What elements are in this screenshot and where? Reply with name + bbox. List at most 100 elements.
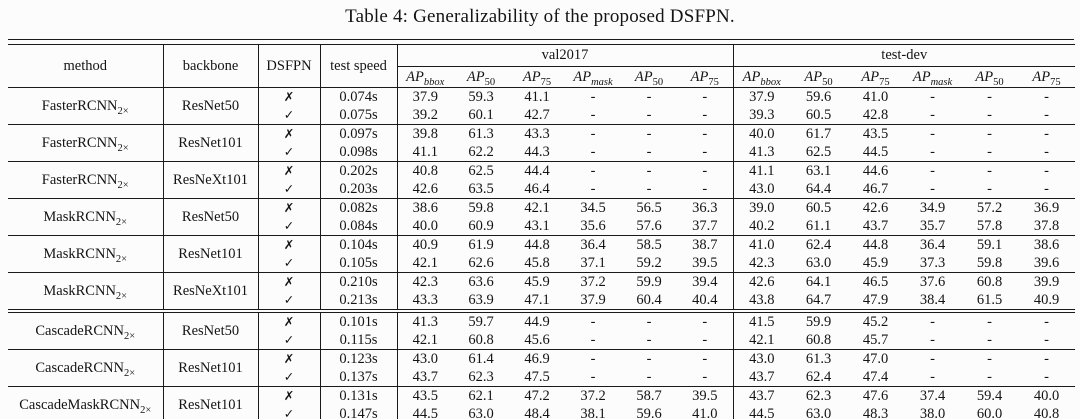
metric-subscript: 75 [540, 76, 552, 88]
metric-value-cell: 38.0 [919, 406, 946, 419]
metric-value-cell: 37.9 [733, 87, 790, 106]
metric-value-cell: - [904, 349, 961, 368]
metric-value-cell: 38.6 [1018, 235, 1075, 254]
metric-value-cell: 63.1 [790, 161, 847, 180]
metric-value-cell: - [987, 181, 992, 197]
metric-value-cell: 47.6 [847, 386, 904, 405]
metric-value-cell: 45.6 [524, 332, 550, 348]
metric-value-cell: - [904, 161, 961, 180]
test-speed-cell: 0.213s [320, 291, 398, 311]
backbone-cell: ResNet50 [163, 87, 259, 125]
metric-value-cell: 37.2 [565, 386, 621, 405]
metric-value-cell: 62.4 [790, 235, 847, 254]
metric-value-cell: 48.4 [524, 406, 550, 419]
metric-value-cell: 45.7 [862, 332, 889, 348]
metric-header: AP50 [621, 66, 677, 88]
test-speed-cell: 0.104s [320, 235, 398, 254]
metric-value-cell: 41.0 [847, 87, 904, 106]
metric-value-cell: 47.5 [524, 369, 550, 385]
dsfpn-cell: ✓ [258, 106, 321, 125]
metric-value-cell: 61.4 [453, 349, 509, 368]
metric-value-cell: - [565, 161, 621, 180]
metric-value-cell: 41.1 [733, 161, 790, 180]
metric-name: AP [861, 69, 880, 85]
metric-header: AP75 [1018, 66, 1075, 88]
backbone-column-header: backbone [163, 44, 259, 88]
test-speed-cell: 0.105s [320, 254, 398, 273]
metric-value-cell: - [646, 332, 652, 348]
metric-value-cell: 63.0 [805, 406, 832, 419]
test-speed-cell: 0.123s [320, 349, 398, 368]
metric-value-cell: 59.4 [961, 386, 1018, 405]
metric-value-cell: - [1018, 124, 1075, 143]
metric-value-cell: - [961, 124, 1018, 143]
metric-value-cell: 37.2 [565, 272, 621, 291]
cross-icon: ✗ [283, 163, 295, 178]
metric-value-cell: 60.9 [468, 218, 494, 234]
metric-value-cell: 61.5 [976, 292, 1003, 308]
method-cell: MaskRCNN2× [8, 198, 164, 236]
metric-name: AP [1032, 69, 1051, 85]
metric-value-cell: - [621, 309, 677, 331]
test-speed-cell: 0.115s [320, 331, 398, 350]
metric-value-cell: 47.2 [509, 386, 565, 405]
table-row: FasterRCNN2× ResNet101 ✗ 0.097s 39.8 61.3 43.3… [8, 124, 1075, 162]
metric-value-cell: 36.9 [1018, 198, 1075, 217]
method-cell: FasterRCNN2× [8, 124, 164, 162]
method-subscript: 2× [117, 179, 129, 191]
metric-value-cell: 43.7 [733, 386, 790, 405]
metric-value-cell: 44.3 [524, 144, 550, 160]
metric-value-cell: 39.5 [677, 254, 734, 273]
metric-value-cell: - [621, 87, 677, 106]
metric-value-cell: - [677, 331, 734, 350]
metric-value-cell: 44.6 [847, 161, 904, 180]
method-subscript: 2× [123, 367, 136, 379]
check-icon: ✓ [283, 144, 295, 159]
metric-value-cell: 62.5 [805, 144, 832, 160]
metric-value-cell: - [590, 181, 596, 197]
metric-value-cell: - [930, 144, 935, 160]
metric-value-cell: 39.6 [1033, 255, 1060, 271]
method-subscript: 2× [117, 105, 129, 117]
dsfpn-cell: ✓ [258, 331, 321, 350]
metric-value-cell: - [677, 161, 734, 180]
metric-value-cell: - [677, 106, 734, 125]
backbone-cell: ResNet101 [163, 235, 259, 273]
metric-value-cell: - [987, 332, 992, 348]
metric-value-cell: - [961, 87, 1018, 106]
metric-value-cell: 40.9 [397, 235, 453, 254]
metric-header: APbbox [397, 66, 453, 88]
metric-subscript: 75 [1050, 76, 1061, 88]
metric-value-cell: - [930, 181, 935, 197]
metric-value-cell: 59.8 [976, 255, 1003, 271]
metric-header: APmask [904, 66, 961, 88]
table-row: MaskRCNN2× ResNeXt101 ✗ 0.210s 42.3 63.6 45.9 3… [8, 272, 1075, 311]
method-cell: MaskRCNN2× [8, 235, 164, 273]
metric-value-cell: 43.7 [749, 369, 775, 385]
metric-value-cell: - [930, 107, 935, 123]
metric-value-cell: 40.0 [733, 124, 790, 143]
metric-subscript: 50 [993, 76, 1004, 88]
metric-value-cell: - [677, 180, 734, 199]
metric-value-cell: 47.9 [862, 292, 889, 308]
metric-header: AP75 [677, 66, 734, 88]
metric-value-cell: 42.3 [749, 255, 775, 271]
metric-value-cell: 62.4 [805, 369, 832, 385]
metric-value-cell: 48.3 [862, 406, 889, 419]
dsfpn-cell: ✓ [258, 143, 321, 162]
method-column-header: method [8, 44, 164, 88]
metric-name: AP [690, 69, 709, 85]
metric-value-cell: 34.5 [565, 198, 621, 217]
dsfpn-cell: ✗ [258, 309, 321, 331]
metric-value-cell: 39.4 [677, 272, 734, 291]
metric-header: AP50 [453, 66, 509, 88]
backbone-cell: ResNet50 [163, 309, 259, 350]
metric-value-cell: 40.0 [1018, 386, 1075, 405]
backbone-cell: ResNet101 [163, 124, 259, 162]
metric-value-cell: - [677, 124, 734, 143]
test-speed-cell: 0.097s [320, 124, 398, 143]
metric-value-cell: 44.8 [847, 235, 904, 254]
check-icon: ✓ [283, 406, 295, 419]
metric-value-cell: 59.8 [453, 198, 509, 217]
metric-value-cell: 46.9 [509, 349, 565, 368]
